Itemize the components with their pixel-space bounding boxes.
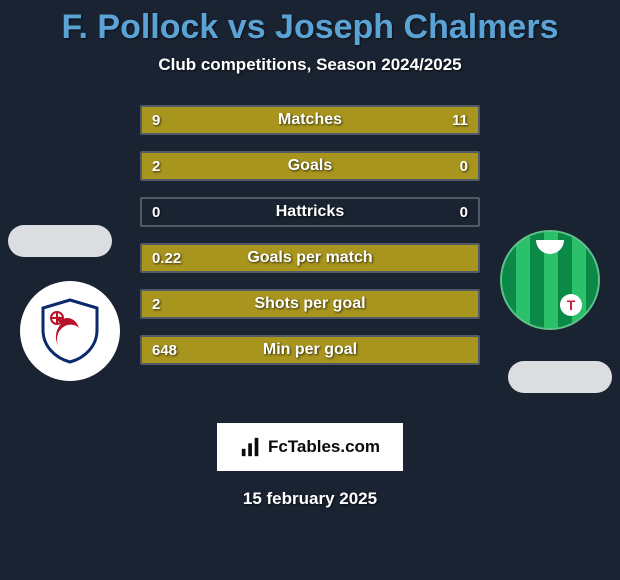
comparison-panel: T Matches911 Goals20 Hattricks0 0 Goals per …: [0, 105, 620, 405]
date-text: 15 february 2025: [0, 489, 620, 509]
stat-label: Hattricks: [142, 199, 478, 225]
player1-crest: [20, 281, 120, 381]
player1-pill: [8, 225, 112, 257]
stat-row: Shots per goal2: [140, 289, 480, 319]
player2-avatar: T: [500, 230, 600, 330]
subtitle: Club competitions, Season 2024/2025: [0, 55, 620, 75]
bar-left-fill: [142, 245, 478, 271]
bar-left-fill: [142, 337, 478, 363]
stat-row: Goals20: [140, 151, 480, 181]
bar-left-fill: [142, 153, 478, 179]
bar-right-fill: [293, 107, 478, 133]
club-crest-icon: [35, 296, 105, 366]
bar-left-fill: [142, 291, 478, 317]
stat-row: Hattricks0 0: [140, 197, 480, 227]
stat-row: Goals per match0.22: [140, 243, 480, 273]
bar-chart-icon: [240, 436, 262, 458]
bar-left-fill: [142, 107, 293, 133]
brand-text: FcTables.com: [268, 437, 380, 457]
stat-row: Min per goal648: [140, 335, 480, 365]
stat-value-right: 0: [450, 199, 478, 225]
brand-box: FcTables.com: [217, 423, 403, 471]
stat-row: Matches911: [140, 105, 480, 135]
page-title: F. Pollock vs Joseph Chalmers: [0, 0, 620, 47]
player2-pill: [508, 361, 612, 393]
jersey-badge: T: [560, 294, 582, 316]
stat-value-left: 0: [142, 199, 170, 225]
stat-bars: Matches911 Goals20 Hattricks0 0 Goals per ma…: [140, 105, 480, 381]
